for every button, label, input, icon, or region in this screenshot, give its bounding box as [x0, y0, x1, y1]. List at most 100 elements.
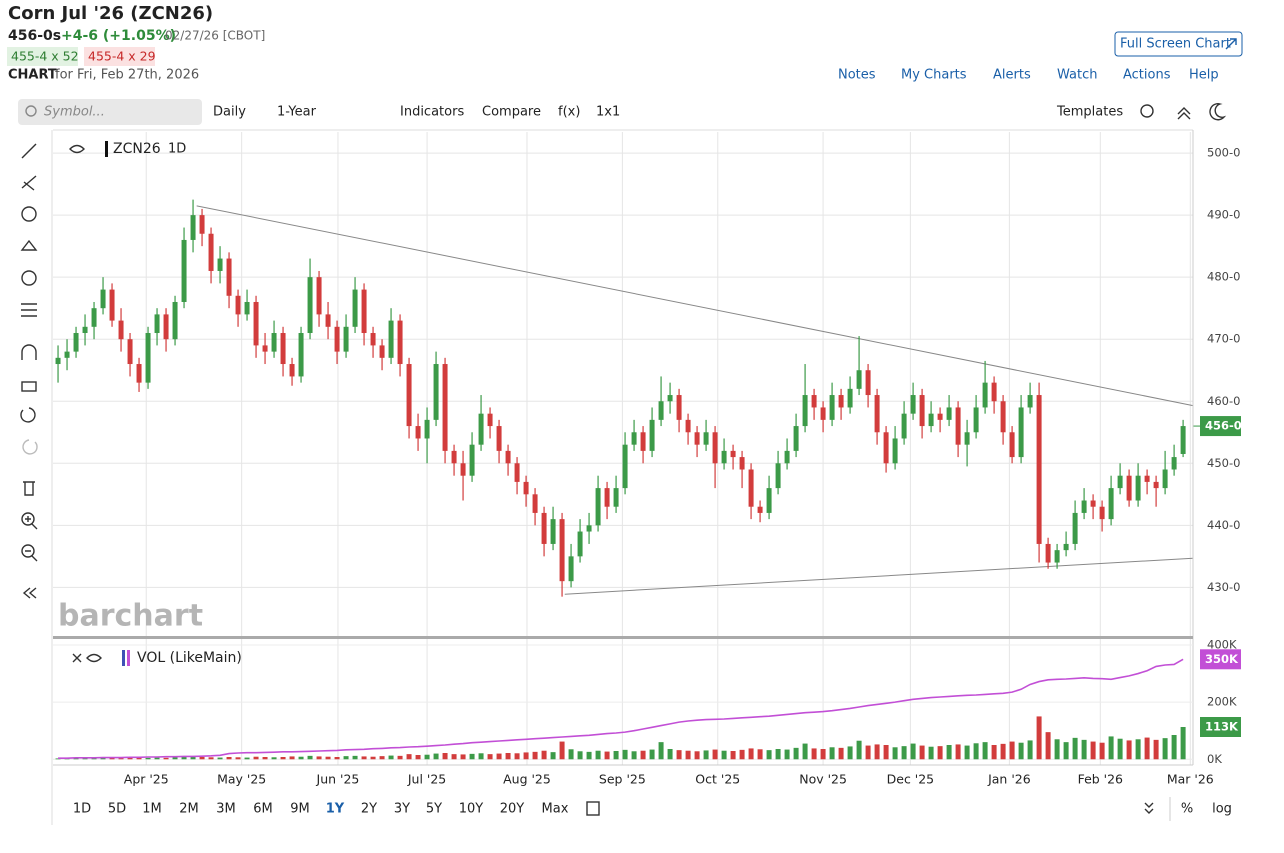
header-link[interactable]: Notes: [838, 68, 876, 83]
y-tick-label: 490-0: [1207, 208, 1240, 222]
theme-icon[interactable]: [1209, 103, 1227, 121]
volume-bar: [964, 745, 970, 760]
toolbar-item[interactable]: 1-Year: [277, 105, 317, 120]
header-link[interactable]: Help: [1189, 68, 1219, 83]
volume-bar: [649, 749, 655, 760]
candle-body: [460, 463, 466, 476]
candle-body: [523, 481, 529, 495]
volume-bar: [451, 754, 457, 760]
toolbar-item[interactable]: 1x1: [596, 105, 620, 120]
candle-body: [208, 233, 214, 271]
toolbar-item[interactable]: Daily: [213, 105, 246, 120]
range-button[interactable]: 9M: [290, 802, 310, 817]
volume-bar: [442, 753, 448, 760]
calendar-icon[interactable]: [586, 801, 600, 816]
candle-body: [847, 388, 853, 408]
y-tick-label: 500-0: [1207, 146, 1240, 160]
volume-bar: [361, 756, 367, 760]
header-link[interactable]: Alerts: [993, 68, 1031, 83]
x-tick-label: Sep '25: [599, 772, 646, 787]
templates[interactable]: Templates: [1056, 105, 1123, 120]
volume-bar: [595, 750, 601, 760]
log-toggle[interactable]: log: [1212, 802, 1232, 817]
range-button[interactable]: 1M: [142, 802, 162, 817]
symbol-input[interactable]: [18, 99, 202, 125]
full-screen-button[interactable]: [1114, 31, 1243, 57]
candle-body: [1018, 407, 1024, 458]
range-button[interactable]: Max: [542, 802, 569, 817]
eye-icon[interactable]: [69, 144, 85, 154]
symbol-placeholder[interactable]: Symbol...: [44, 105, 105, 120]
ask: 455-4 x 29: [88, 49, 156, 64]
header-link[interactable]: Watch: [1057, 68, 1097, 83]
bid-box: [7, 47, 78, 66]
candle-body: [1135, 475, 1141, 501]
ask-box: [84, 47, 155, 66]
chart-label: CHART: [8, 68, 57, 83]
range-button[interactable]: 3M: [216, 802, 236, 817]
y-tick-label: 440-0: [1207, 518, 1240, 532]
expand-icon[interactable]: [1144, 802, 1154, 814]
open-interest-line: [58, 658, 1184, 759]
candle-body: [991, 382, 997, 402]
volume-bar: [901, 746, 907, 760]
candle-body: [442, 364, 448, 451]
eye-icon[interactable]: [86, 653, 102, 663]
collapse-icon[interactable]: [1177, 107, 1191, 120]
range-button[interactable]: 2M: [179, 802, 199, 817]
y-tick-label: 450-0: [1207, 456, 1240, 470]
volume-bar: [145, 757, 151, 760]
full-screen-label[interactable]: Full Screen Chart: [1120, 37, 1231, 52]
range-button[interactable]: 5Y: [426, 802, 442, 817]
toolbar-item[interactable]: Compare: [482, 105, 541, 120]
volume-bar: [262, 757, 268, 760]
header-link[interactable]: My Charts: [901, 68, 967, 83]
toolbar-item[interactable]: f(x): [558, 105, 580, 120]
range-button[interactable]: 1Y: [326, 802, 345, 817]
close-icon[interactable]: [72, 653, 82, 663]
volume-bar: [1045, 732, 1051, 760]
header-link[interactable]: Actions: [1123, 68, 1171, 83]
volume-bar: [685, 750, 691, 760]
volume-bar: [1054, 739, 1060, 760]
range-button[interactable]: 20Y: [500, 802, 525, 817]
candle-body: [1162, 469, 1168, 489]
legend-swatch: [122, 650, 125, 666]
volume-bar: [496, 753, 502, 760]
last-value-label: 113K: [1205, 720, 1239, 734]
candle-body: [352, 289, 358, 327]
candle-body: [235, 295, 241, 315]
volume-bar: [739, 749, 745, 760]
volume-bar: [181, 756, 187, 760]
percent-toggle[interactable]: %: [1181, 802, 1193, 817]
volume-bar: [865, 745, 871, 760]
x-tick-label: Nov '25: [799, 772, 847, 787]
volume-bar: [199, 757, 205, 760]
candle-body: [1171, 457, 1177, 470]
range-button[interactable]: 10Y: [459, 802, 484, 817]
range-button[interactable]: 1D: [73, 802, 91, 817]
range-button[interactable]: 5D: [108, 802, 126, 817]
candle-body: [451, 450, 457, 464]
candle-body: [1072, 512, 1078, 544]
candle-body: [145, 333, 151, 383]
last-value-tag: [1200, 649, 1241, 670]
settings-icon[interactable]: [1140, 104, 1154, 118]
drawing-tools[interactable]: [20, 143, 38, 599]
volume-bar: [325, 756, 331, 760]
volume-bar: [937, 746, 943, 760]
volume-bar: [316, 756, 322, 760]
volume-bar: [955, 744, 961, 760]
candle-body: [730, 450, 736, 458]
bid: 455-4 x 52: [11, 49, 79, 64]
volume-bar: [1036, 716, 1042, 760]
range-button[interactable]: 2Y: [361, 802, 377, 817]
candle-body: [73, 333, 79, 352]
volume-bar: [523, 752, 529, 760]
candle-body: [253, 301, 259, 346]
toolbar-item[interactable]: Indicators: [400, 105, 464, 120]
candle-body: [289, 364, 295, 377]
x-tick-label: Jun '25: [316, 772, 360, 787]
range-button[interactable]: 6M: [253, 802, 273, 817]
range-button[interactable]: 3Y: [394, 802, 410, 817]
